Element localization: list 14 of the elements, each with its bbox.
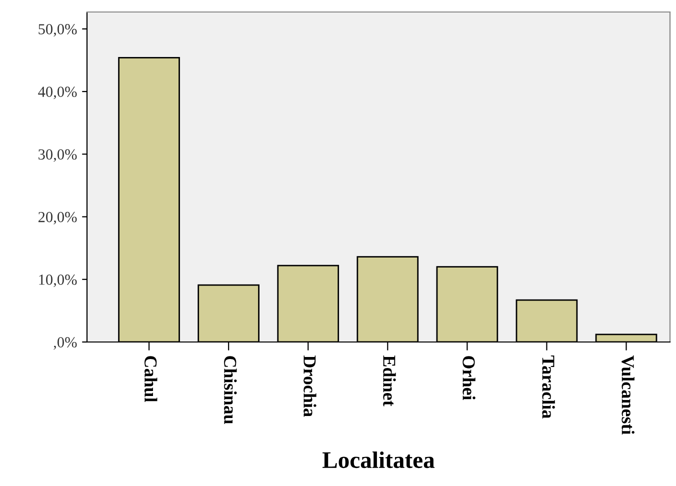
x-tick-label: Chisinau bbox=[224, 356, 237, 424]
x-tick-label: Orhei bbox=[462, 356, 476, 400]
y-tick-label: ,0% bbox=[54, 337, 77, 350]
x-tick-label: Cahul bbox=[144, 356, 158, 402]
y-tick-label: 40,0% bbox=[38, 86, 77, 100]
y-tick-label: 20,0% bbox=[38, 212, 77, 224]
x-axis-title: Localitatea bbox=[322, 451, 435, 468]
y-tick-label: 10,0% bbox=[39, 274, 77, 288]
x-tick-label: Drochia bbox=[304, 356, 316, 417]
x-tick-label: Edinet bbox=[383, 356, 396, 406]
x-tick-label: Vulcanesti bbox=[622, 355, 634, 435]
y-tick-label: 30,0% bbox=[38, 149, 77, 162]
y-tick-label: 50,0% bbox=[38, 24, 77, 37]
x-tick-label: Taraclia bbox=[542, 355, 555, 418]
